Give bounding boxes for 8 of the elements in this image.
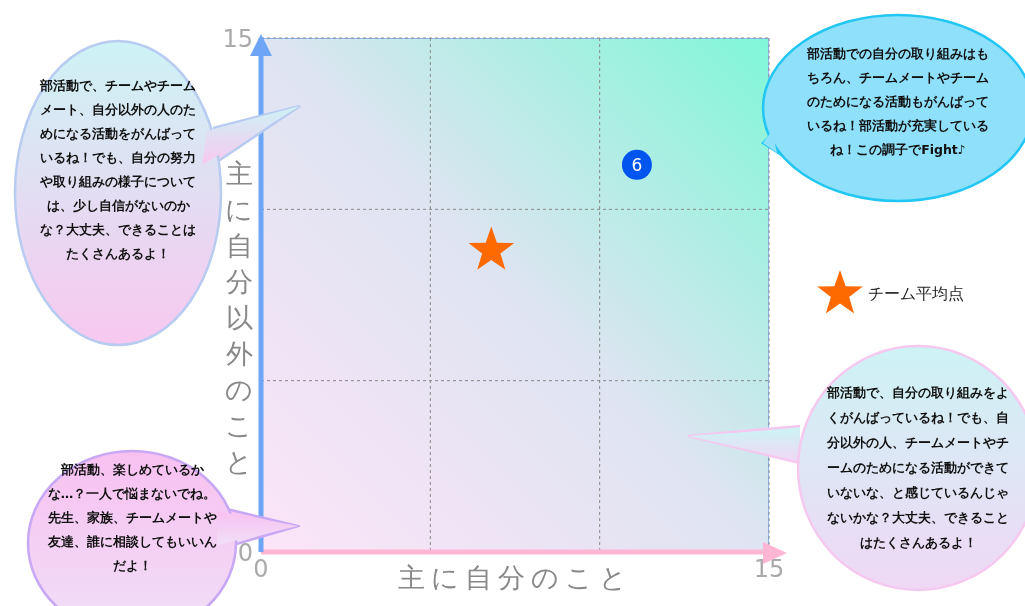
text: 部活動で、自分の取り組みをよくがんばっているね！でも、自分以外の人、チームメートやチームのためになる活動ができていないな、と感じているんじゃないかな？大丈夫、できることはたくさんあるよ！: [826, 384, 1010, 552]
text: 部活動での自分の取り組みはもちろん、チームメートやチームのためになる活動もがんばっているね！部活動が充実しているね！この調子でFight♪: [806, 45, 990, 159]
x-axis-title: 主に自分のこと: [397, 562, 633, 593]
text: 部活動で、チームやチームメート、自分以外の人のためになる活動をがんばっているね！でも、自分の努力や取り組みの様子については、少し自信がないのかな？大丈夫、できることはたくさんあるよ！: [39, 77, 197, 263]
text: 部活動、楽しめているかな…？一人で悩まないでね。先生、家族、チームメートや友達、誰に相談してもいいんだよ！: [47, 461, 217, 575]
text: チーム平均点: [868, 283, 964, 305]
text: 主に自分以外のこと: [225, 158, 253, 477]
annotation: 6: [630, 153, 644, 176]
